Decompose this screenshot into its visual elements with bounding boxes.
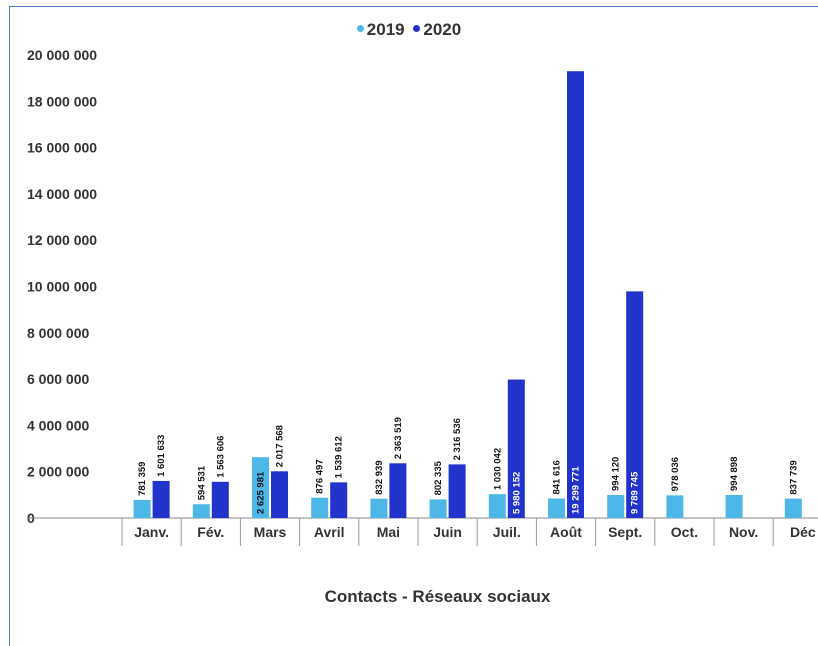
legend-dot-2020 [413, 25, 421, 33]
bar-2020 [567, 71, 584, 519]
bar-2019 [725, 494, 743, 518]
data-label-2020: 19 299 771 [571, 466, 582, 514]
x-tick-label: Fév. [197, 524, 224, 540]
legend-item-2020[interactable]: 2020 [413, 20, 461, 40]
bar-2019 [429, 499, 447, 518]
bar-2019 [133, 499, 151, 518]
bar-2019 [488, 494, 506, 518]
bar-2019 [311, 497, 329, 518]
bar-2020 [211, 481, 229, 518]
data-label-2019: 781 359 [137, 462, 148, 496]
data-label-2019: 978 036 [670, 457, 681, 491]
y-tick-label: 18 000 000 [27, 93, 97, 109]
bar-2020 [626, 291, 644, 518]
data-label-2019: 994 120 [611, 457, 622, 491]
data-label-2020: 9 789 745 [630, 471, 641, 514]
bar-2019 [784, 498, 802, 518]
y-tick-label: 8 000 000 [27, 325, 89, 341]
data-label-2019: 832 939 [374, 460, 385, 494]
y-tick-label: 4 000 000 [27, 417, 89, 433]
bar-2019 [666, 495, 684, 518]
data-label-2020: 1 563 606 [215, 436, 226, 478]
data-label-2020: 1 601 633 [156, 435, 167, 477]
x-tick-label: Août [550, 524, 582, 540]
bar-2019 [607, 494, 625, 518]
bar-2020 [152, 480, 170, 518]
bar-2020 [330, 482, 348, 518]
data-label-2019: 837 739 [788, 460, 799, 494]
bar-2019 [252, 457, 269, 518]
bar-2019 [192, 504, 210, 518]
y-tick-label: 16 000 000 [27, 140, 97, 156]
data-label-2020: 1 539 612 [334, 436, 345, 478]
data-label-2020: 2 316 536 [452, 418, 463, 460]
chart-title: Contacts - Réseaux sociaux [324, 587, 551, 606]
legend-dot-2019 [356, 25, 364, 33]
y-tick-label: 10 000 000 [27, 279, 97, 295]
data-label-2019: 876 497 [315, 459, 326, 493]
data-label-2019: 841 616 [552, 460, 563, 494]
x-tick-label: Janv. [134, 524, 169, 540]
chart-legend: 2019 2020 [0, 20, 818, 40]
data-label-2019: 594 531 [196, 465, 207, 500]
data-label-2020: 2 363 519 [393, 417, 404, 459]
y-tick-label: 20 000 000 [27, 47, 97, 63]
bar-2019 [548, 498, 565, 518]
data-label-2020: 5 980 152 [511, 472, 522, 514]
bar-2020 [507, 379, 525, 518]
x-tick-label: Mars [254, 524, 287, 540]
x-tick-label: Avril [314, 524, 345, 540]
x-tick-label: Oct. [671, 524, 698, 540]
x-tick-label: Mai [377, 524, 400, 540]
legend-item-2019[interactable]: 2019 [356, 20, 405, 40]
data-label-2020: 2 017 568 [275, 425, 286, 467]
bar-2020 [448, 464, 466, 518]
bar-2020 [389, 463, 407, 518]
y-tick-label: 14 000 000 [27, 186, 97, 202]
x-tick-label: Déc [790, 524, 816, 540]
data-label-2019: 1 030 042 [492, 448, 503, 490]
x-tick-label: Juil. [493, 524, 521, 540]
x-tick-label: Juin [433, 524, 462, 540]
x-tick-label: Sept. [608, 524, 642, 540]
y-tick-label: 12 000 000 [27, 232, 97, 248]
y-tick-label: 6 000 000 [27, 371, 89, 387]
data-label-2019: 994 898 [729, 457, 740, 491]
data-label-2019: 2 625 981 [256, 471, 267, 514]
legend-label-2020: 2020 [423, 20, 462, 39]
bar-2020 [271, 471, 288, 518]
data-label-2019: 802 335 [433, 460, 444, 495]
legend-label-2019: 2019 [366, 20, 405, 39]
chart-frame [9, 6, 818, 646]
y-tick-label: 2 000 000 [27, 464, 89, 480]
bar-2019 [370, 498, 388, 518]
x-tick-label: Nov. [729, 524, 758, 540]
